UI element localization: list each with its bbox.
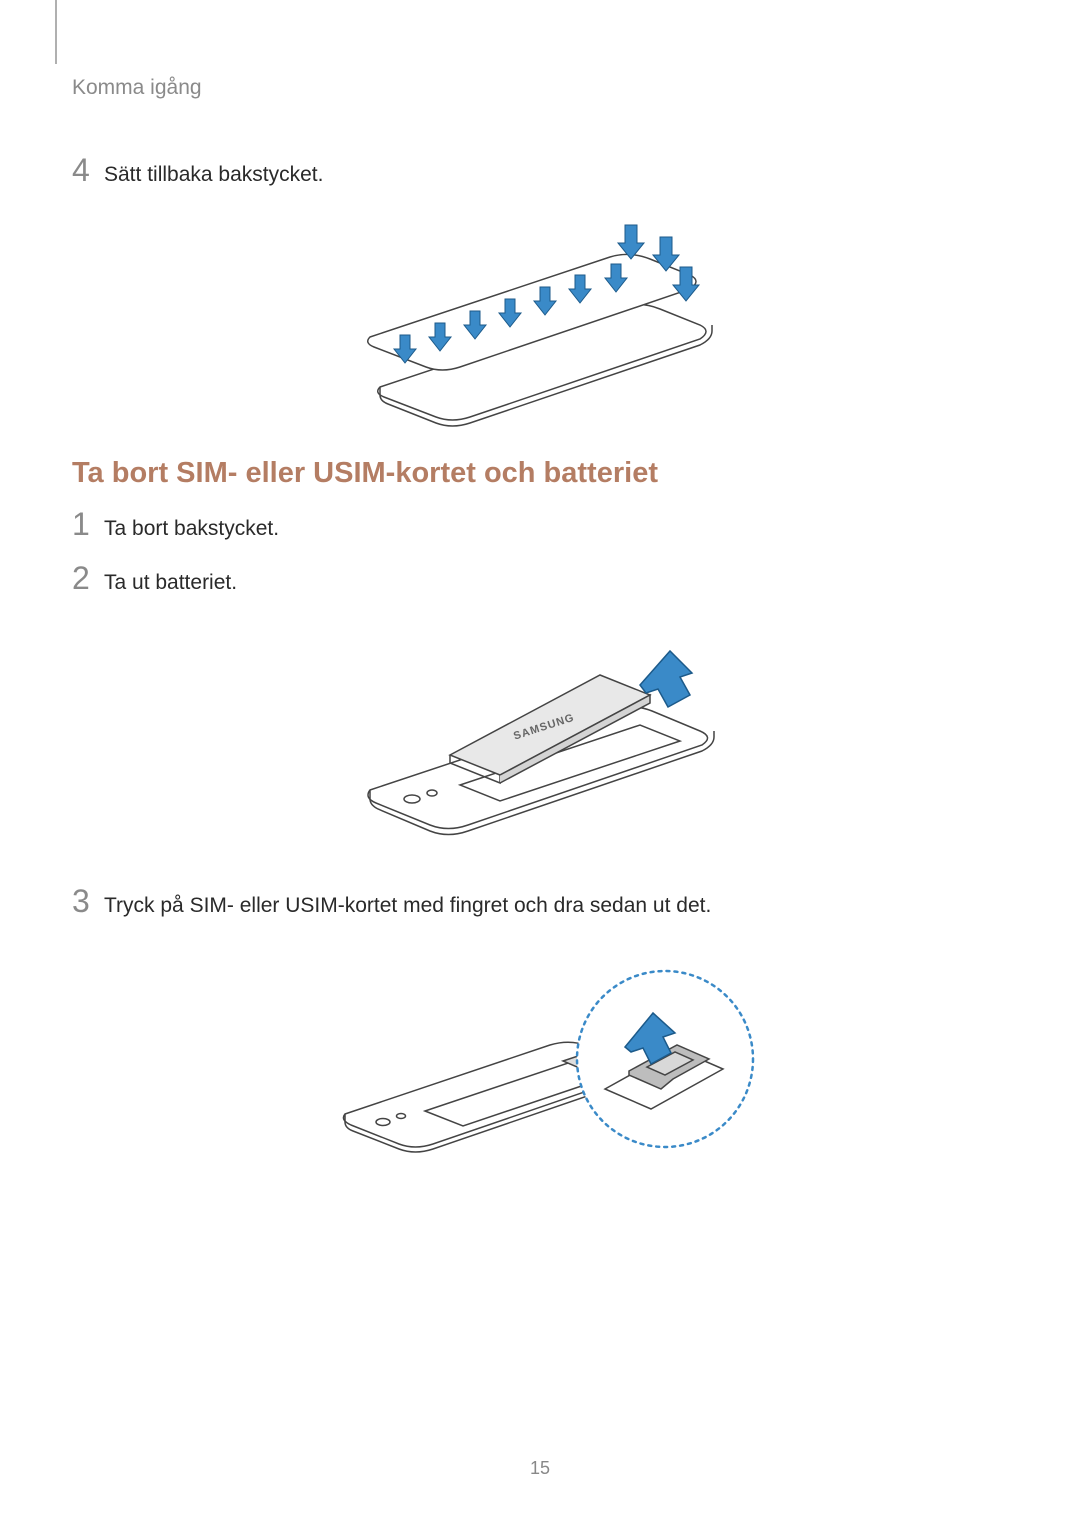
figure-sim bbox=[72, 939, 1008, 1199]
step-row: 1 Ta bort bakstycket. bbox=[72, 508, 1008, 543]
step-row: 3 Tryck på SIM- eller USIM-kortet med fi… bbox=[72, 885, 1008, 920]
step-number: 3 bbox=[72, 885, 104, 917]
header-rule bbox=[55, 0, 57, 64]
step-row: 4 Sätt tillbaka bakstycket. bbox=[72, 154, 1008, 189]
step-row: 2 Ta ut batteriet. bbox=[72, 562, 1008, 597]
step-text: Sätt tillbaka bakstycket. bbox=[104, 154, 323, 189]
step-number: 1 bbox=[72, 508, 104, 540]
step-number: 4 bbox=[72, 154, 104, 186]
back-cover-illustration bbox=[340, 207, 740, 427]
battery-illustration: SAMSUNG bbox=[340, 615, 740, 855]
sim-illustration bbox=[325, 939, 755, 1199]
section-heading: Ta bort SIM- eller USIM-kortet och batte… bbox=[72, 457, 1008, 490]
step-number: 2 bbox=[72, 562, 104, 594]
step-text: Tryck på SIM- eller USIM-kortet med fing… bbox=[104, 885, 711, 920]
figure-battery: SAMSUNG bbox=[72, 615, 1008, 855]
figure-back-cover bbox=[72, 207, 1008, 427]
page-number: 15 bbox=[0, 1458, 1080, 1479]
chapter-title: Komma igång bbox=[72, 40, 1008, 136]
step-text: Ta ut batteriet. bbox=[104, 562, 237, 597]
step-text: Ta bort bakstycket. bbox=[104, 508, 279, 543]
page-content: Komma igång 4 Sätt tillbaka bakstycket. bbox=[0, 0, 1080, 1199]
